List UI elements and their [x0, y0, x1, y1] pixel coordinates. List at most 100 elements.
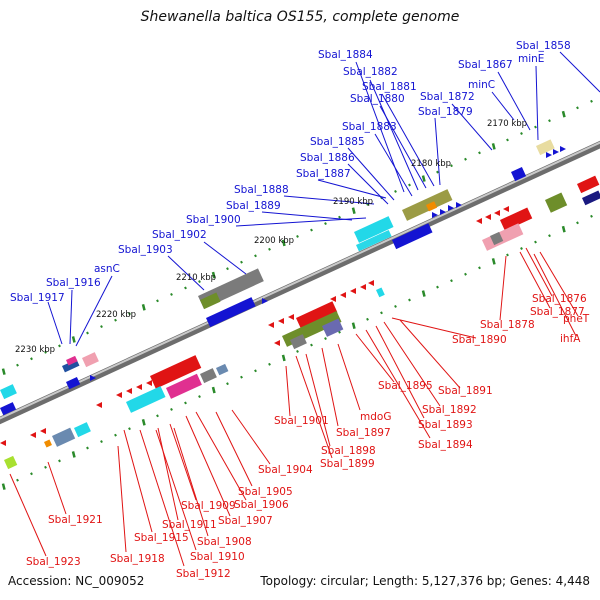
reverse-gene-label[interactable]: Sbal_1905	[238, 486, 293, 498]
reverse-leader-line	[355, 333, 395, 383]
reverse-gene-arrow	[116, 392, 122, 398]
reverse-leader-line	[173, 427, 209, 537]
reverse-gene-label[interactable]: Sbal_1892	[422, 404, 477, 416]
reverse-gene-label[interactable]: Sbal_1895	[378, 380, 433, 392]
reverse-gene-block	[165, 373, 202, 399]
forward-gene-label[interactable]: Sbal_1884	[318, 49, 373, 61]
reverse-gene-block	[200, 368, 217, 384]
reverse-gene-arrow	[0, 440, 6, 446]
forward-gene-label[interactable]: Sbal_1917	[10, 292, 65, 304]
forward-leader-line	[374, 133, 413, 197]
forward-gene-label[interactable]: Sbal_1867	[458, 59, 513, 71]
forward-gene-block	[82, 352, 99, 368]
forward-leader-line	[203, 241, 247, 275]
reverse-gene-label[interactable]: Sbal_1876	[532, 293, 587, 305]
forward-gene-block	[392, 223, 433, 250]
reverse-gene-label[interactable]: Sbal_1910	[190, 551, 245, 563]
reverse-gene-label[interactable]: Sbal_1899	[320, 458, 375, 470]
scale-label: 2210 kbp	[176, 273, 216, 283]
forward-gene-label[interactable]: minC	[468, 79, 495, 91]
forward-gene-label[interactable]: Sbal_1902	[152, 229, 207, 241]
forward-gene-arrow	[432, 212, 438, 218]
reverse-gene-label[interactable]: Sbal_1897	[336, 427, 391, 439]
forward-gene-arrow	[90, 375, 96, 381]
reverse-gene-label[interactable]: Sbal_1923	[26, 556, 81, 568]
forward-leader-line	[283, 195, 375, 205]
reverse-gene-block	[376, 287, 385, 298]
reverse-gene-label[interactable]: Sbal_1906	[234, 499, 289, 511]
reverse-gene-block	[3, 455, 18, 470]
reverse-gene-label[interactable]: Sbal_1890	[452, 334, 507, 346]
reverse-gene-label[interactable]: Sbal_1918	[110, 553, 165, 565]
reverse-gene-block	[321, 318, 344, 337]
reverse-gene-label[interactable]: ihfA	[560, 333, 581, 345]
forward-gene-label[interactable]: Sbal_1880	[350, 93, 405, 105]
reverse-gene-label[interactable]: Sbal_1907	[218, 515, 273, 527]
reverse-gene-label[interactable]: Sbal_1915	[134, 532, 189, 544]
reverse-gene-label[interactable]: Sbal_1891	[438, 385, 493, 397]
forward-leader-line	[75, 275, 113, 347]
reverse-gene-label[interactable]: mdoG	[360, 411, 391, 423]
reverse-gene-block	[490, 231, 504, 246]
reverse-gene-block	[582, 190, 600, 206]
reverse-gene-label[interactable]: Sbal_1894	[418, 439, 473, 451]
topology-summary: Topology: circular; Length: 5,127,376 bp…	[260, 574, 590, 588]
reverse-gene-label[interactable]: Sbal_1878	[480, 319, 535, 331]
reverse-tick-row	[1, 214, 593, 490]
reverse-leader-line	[321, 347, 339, 427]
forward-gene-block	[511, 166, 527, 182]
forward-gene-label[interactable]: asnC	[94, 263, 120, 275]
reverse-gene-label[interactable]: Sbal_1911	[162, 519, 217, 531]
forward-gene-label[interactable]: Sbal_1882	[343, 66, 398, 78]
forward-gene-label[interactable]: Sbal_1887	[296, 168, 351, 180]
reverse-gene-arrow	[476, 218, 482, 224]
scale-label: 2180 kbp	[411, 159, 451, 169]
forward-gene-label[interactable]: Sbal_1883	[342, 121, 397, 133]
reverse-gene-label[interactable]: Sbal_1921	[48, 514, 103, 526]
forward-leader-line	[381, 93, 435, 187]
forward-leader-line	[347, 163, 389, 205]
reverse-gene-label[interactable]: Sbal_1898	[321, 445, 376, 457]
forward-gene-label[interactable]: Sbal_1900	[186, 214, 241, 226]
forward-leader-line	[235, 217, 367, 227]
reverse-gene-label[interactable]: Sbal_1893	[418, 419, 473, 431]
forward-gene-label[interactable]: Sbal_1881	[362, 81, 417, 93]
reverse-gene-label[interactable]: Sbal_1877	[530, 306, 585, 318]
reverse-gene-arrow	[146, 380, 152, 386]
reverse-gene-label[interactable]: pheT	[563, 313, 590, 325]
reverse-leader-line	[123, 429, 153, 533]
reverse-gene-label[interactable]: Sbal_1904	[258, 464, 313, 476]
reverse-gene-arrow	[494, 210, 500, 216]
forward-gene-label[interactable]: Sbal_1889	[226, 200, 281, 212]
forward-gene-arrow	[262, 298, 268, 304]
accession-label: Accession: NC_009052	[8, 574, 145, 588]
reverse-leader-line	[365, 329, 431, 439]
forward-leader-line	[369, 79, 419, 191]
reverse-leader-line	[337, 343, 361, 411]
reverse-gene-arrow	[136, 384, 142, 390]
reverse-gene-block	[576, 175, 600, 194]
forward-gene-label[interactable]: Sbal_1872	[420, 91, 475, 103]
forward-gene-label[interactable]: Sbal_1903	[118, 244, 173, 256]
reverse-gene-block	[481, 223, 524, 251]
reverse-gene-label[interactable]: Sbal_1912	[176, 568, 231, 580]
forward-gene-label[interactable]: Sbal_1885	[310, 136, 365, 148]
reverse-gene-block	[126, 386, 166, 413]
forward-gene-label[interactable]: minE	[518, 53, 544, 65]
reverse-gene-arrow	[485, 214, 491, 220]
forward-gene-label[interactable]: Sbal_1879	[418, 106, 473, 118]
reverse-gene-arrow	[274, 340, 280, 346]
forward-gene-label[interactable]: Sbal_1886	[300, 152, 355, 164]
reverse-leader-line	[499, 255, 507, 321]
reverse-gene-block	[44, 439, 52, 448]
reverse-gene-label[interactable]: Sbal_1908	[197, 536, 252, 548]
forward-gene-label[interactable]: Sbal_1916	[46, 277, 101, 289]
reverse-gene-label[interactable]: Sbal_1909	[181, 500, 236, 512]
reverse-leader-line	[155, 429, 197, 551]
forward-gene-label[interactable]: Sbal_1858	[516, 40, 571, 52]
forward-gene-label[interactable]: Sbal_1888	[234, 184, 289, 196]
reverse-gene-label[interactable]: Sbal_1901	[274, 415, 329, 427]
forward-leader-line	[167, 255, 205, 291]
reverse-leader-line	[375, 325, 425, 419]
